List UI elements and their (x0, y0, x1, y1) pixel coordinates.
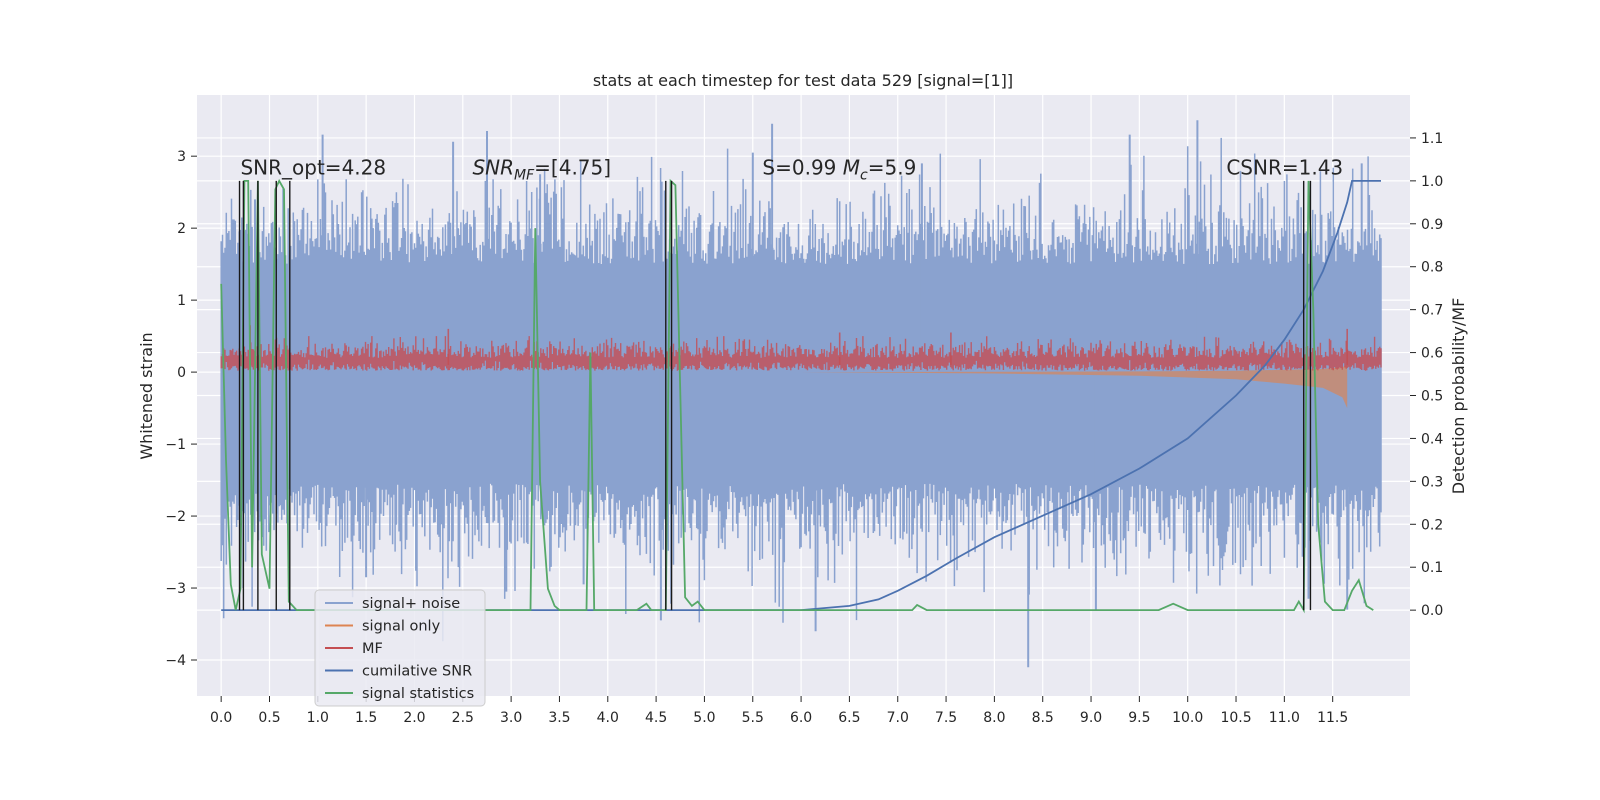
x-tick-label: 1.5 (355, 710, 377, 726)
annotations: SNR_opt=4.28 SNRMF=[4.75] S=0.99 Mc=5.9 CSN… (240, 156, 1343, 184)
x-tick-label: 1.0 (307, 710, 329, 726)
x-tick-label: 11.5 (1317, 710, 1348, 726)
legend-label: MF (362, 641, 383, 657)
x-tick-label: 0.0 (210, 710, 232, 726)
y-tick-label: −2 (165, 509, 186, 525)
vertical-markers (238, 180, 1312, 611)
series-layer (220, 178, 1382, 614)
x-tick-label: 3.5 (548, 710, 570, 726)
y2-tick-label: 0.1 (1421, 560, 1443, 576)
x-tick-label: 6.0 (790, 710, 812, 726)
x-tick-label: 7.0 (887, 710, 909, 726)
y2-tick-label: 0.5 (1421, 389, 1443, 405)
x-tick-label: 2.0 (403, 710, 425, 726)
legend-label: signal only (362, 619, 441, 635)
x-tick-label: 10.0 (1172, 710, 1203, 726)
x-tick-label: 3.0 (500, 710, 522, 726)
y2-tick-label: 0.9 (1421, 217, 1443, 233)
annotation-text: SNR_opt=4.28 (240, 156, 386, 180)
y-axis-label: Whitened strain (137, 332, 156, 459)
legend-frame (314, 589, 486, 707)
y2-tick-label: 0.7 (1421, 303, 1443, 319)
x-tick-label: 0.5 (258, 710, 280, 726)
annotation-text: CSNR=1.43 (1226, 156, 1343, 180)
x-tick-label: 10.5 (1220, 710, 1251, 726)
signal-statistics-line (220, 178, 1374, 614)
x-tick-label: 4.0 (597, 710, 619, 726)
y-tick-label: −3 (165, 581, 186, 597)
x-tick-label: 9.5 (1128, 710, 1150, 726)
y2-tick-label: 0.0 (1421, 603, 1443, 619)
x-tick-labels: 0.0 0.5 1.0 1.5 2.0 2.5 3.0 3.5 4.0 4.5 5.0 5.5 6.0 6… (210, 696, 1348, 726)
y-tick-label: 2 (177, 221, 186, 237)
legend-label: cumilative SNR (362, 664, 472, 680)
y-tick-label: 1 (177, 293, 186, 309)
cumulative-snr-line (221, 179, 1381, 611)
y2-tick-labels: 1.1 1.0 0.9 0.8 0.7 0.6 0.5 0.4 0.3 0.2 0.1 0.0 (1410, 131, 1443, 619)
y-tick-label: −1 (165, 437, 186, 453)
y-tick-labels: 3 2 1 0 −1 −2 −3 −4 (165, 149, 197, 669)
x-tick-label: 4.5 (645, 710, 667, 726)
x-tick-label: 5.5 (742, 710, 764, 726)
y-tick-label: −4 (165, 653, 186, 669)
y2-tick-label: 0.2 (1421, 517, 1443, 533)
chart-title: stats at each timestep for test data 529… (593, 71, 1013, 90)
y2-tick-label: 1.1 (1421, 131, 1443, 147)
y-tick-label: 3 (177, 149, 186, 165)
y2-tick-label: 0.6 (1421, 346, 1443, 362)
y2-axis-label: Detection probability/MF (1449, 298, 1468, 495)
y2-tick-label: 0.4 (1421, 431, 1443, 447)
x-tick-label: 11.0 (1269, 710, 1300, 726)
x-tick-label: 7.5 (935, 710, 957, 726)
y2-tick-label: 0.8 (1421, 260, 1443, 276)
annotation-text: S=0.99 Mc=5.9 (762, 156, 916, 184)
x-tick-label: 2.5 (452, 710, 474, 726)
x-tick-label: 6.5 (838, 710, 860, 726)
y2-tick-label: 1.0 (1421, 174, 1443, 190)
x-tick-label: 9.0 (1080, 710, 1102, 726)
legend-label: signal+ noise (362, 596, 460, 612)
x-tick-label: 8.0 (983, 710, 1005, 726)
mf-trace (220, 336, 1382, 371)
y2-tick-label: 0.3 (1421, 474, 1443, 490)
x-tick-label: 5.0 (693, 710, 715, 726)
annotation-text: SNRMF=[4.75] (472, 156, 611, 184)
legend-label: signal statistics (362, 686, 474, 702)
legend: signal+ noise signal only MF cumilative SNR… (314, 589, 486, 707)
x-tick-label: 8.5 (1032, 710, 1054, 726)
y-tick-label: 0 (177, 365, 186, 381)
